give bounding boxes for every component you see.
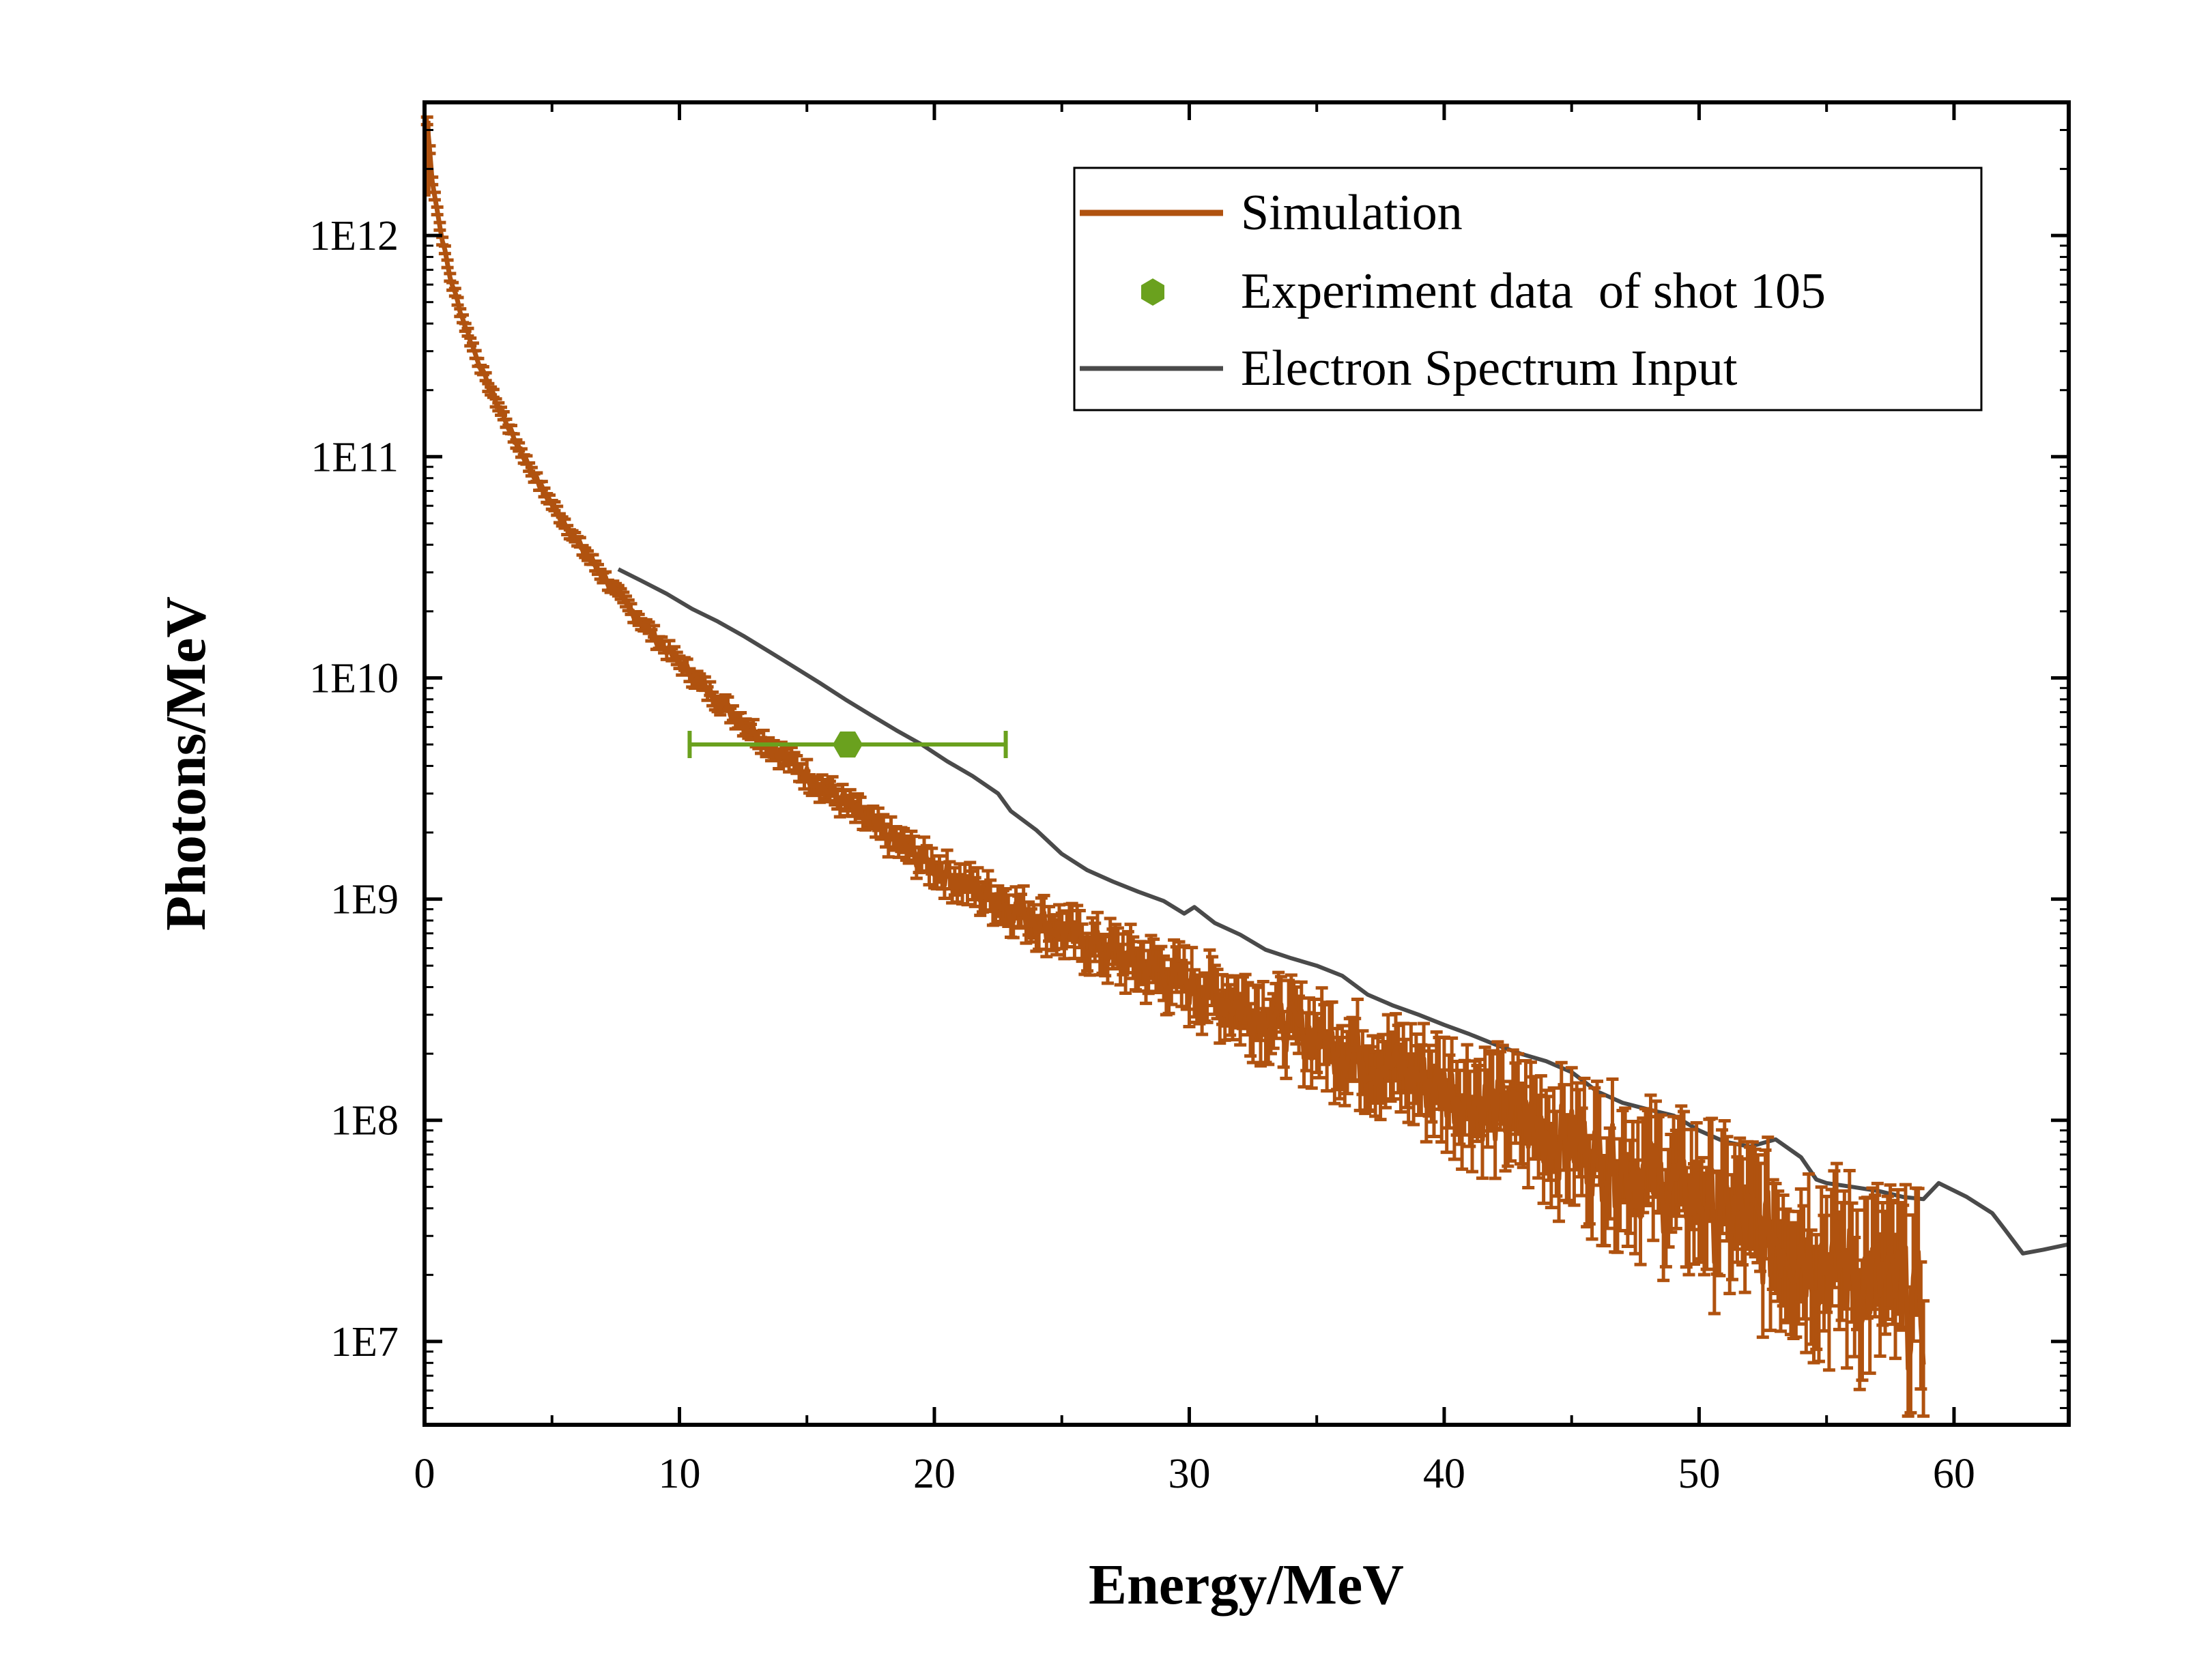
legend-simulation-label: Simulation — [1241, 185, 1463, 241]
electron-spectrum-line — [617, 567, 2069, 1256]
x-axis: 0 10 20 30 40 50 60 — [414, 102, 1975, 1497]
x-tick-label: 10 — [658, 1451, 700, 1497]
legend-electron-label: Electron Spectrum Input — [1241, 341, 1738, 396]
y-tick-label: 1E11 — [311, 434, 399, 480]
x-tick-label: 50 — [1678, 1451, 1720, 1497]
x-tick-label: 0 — [414, 1451, 435, 1497]
x-tick-label: 20 — [913, 1451, 956, 1497]
y-tick-label: 1E10 — [309, 655, 399, 701]
legend-experiment-label: Experiment data of shot 105 — [1241, 263, 1826, 319]
experiment-point — [833, 732, 863, 758]
legend-experiment-swatch — [1141, 278, 1164, 306]
y-axis: 1E7 1E8 1E9 1E10 1E11 1E12 — [309, 101, 2069, 1409]
y-axis-label: Photons/MeV — [154, 596, 218, 931]
y-tick-label: 1E9 — [330, 877, 399, 923]
plot-frame — [422, 100, 2071, 1427]
x-tick-label: 40 — [1423, 1451, 1465, 1497]
legend-box — [1073, 166, 1983, 411]
y-tick-label: 1E8 — [330, 1098, 399, 1144]
x-axis-label: Energy/MeV — [1089, 1553, 1404, 1617]
y-tick-label: 1E7 — [330, 1319, 399, 1365]
plot-series — [420, 115, 2069, 1418]
legend: Simulation Experiment data of shot 105 E… — [1073, 166, 1983, 411]
x-tick-label: 60 — [1933, 1451, 1975, 1497]
y-tick-label: 1E12 — [309, 213, 399, 259]
x-tick-label: 30 — [1168, 1451, 1210, 1497]
simulation-line — [425, 120, 1926, 1372]
